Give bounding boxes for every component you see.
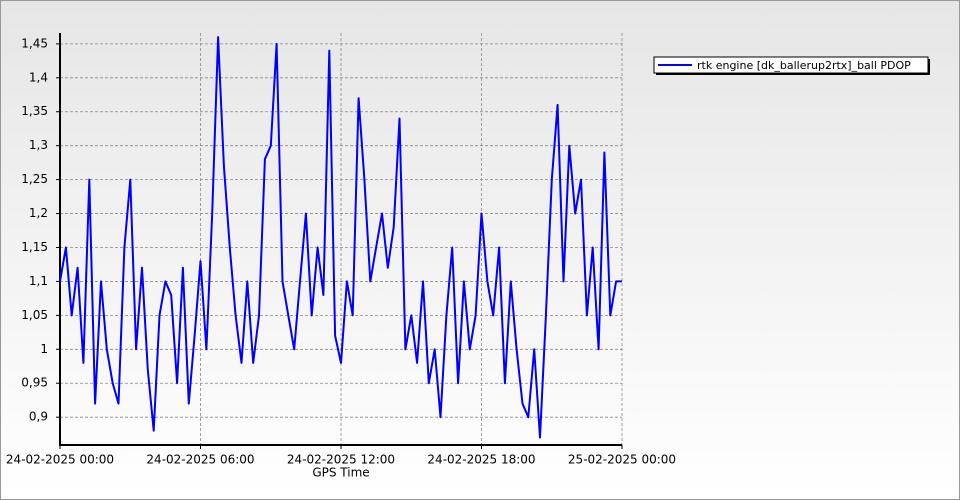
y-tick-label: 1,05 bbox=[21, 308, 48, 322]
x-axis-label: GPS Time bbox=[312, 466, 369, 480]
legend-label: rtk engine [dk_ballerup2rtx]_ball PDOP bbox=[697, 59, 911, 72]
y-tick-label: 1,45 bbox=[21, 36, 48, 50]
x-tick-label: 24-02-2025 18:00 bbox=[427, 453, 535, 467]
legend-box bbox=[653, 56, 929, 74]
y-tick-label: 0,9 bbox=[29, 410, 48, 424]
x-tick-label: 24-02-2025 12:00 bbox=[287, 453, 395, 467]
y-tick-label: 0,95 bbox=[21, 376, 48, 390]
y-tick-label: 1 bbox=[40, 342, 48, 356]
x-tick-label: 25-02-2025 00:00 bbox=[568, 453, 676, 467]
y-tick-label: 1,15 bbox=[21, 240, 48, 254]
y-tick-label: 1,3 bbox=[29, 138, 48, 152]
x-tick-label: 24-02-2025 06:00 bbox=[146, 453, 254, 467]
y-tick-label: 1,35 bbox=[21, 104, 48, 118]
y-tick-label: 1,4 bbox=[29, 70, 48, 84]
y-tick-label: 1,25 bbox=[21, 172, 48, 186]
y-tick-label: 1,2 bbox=[29, 206, 48, 220]
x-tick-label: 24-02-2025 00:00 bbox=[6, 453, 114, 467]
y-tick-label: 1,1 bbox=[29, 274, 48, 288]
line-series bbox=[59, 36, 622, 439]
